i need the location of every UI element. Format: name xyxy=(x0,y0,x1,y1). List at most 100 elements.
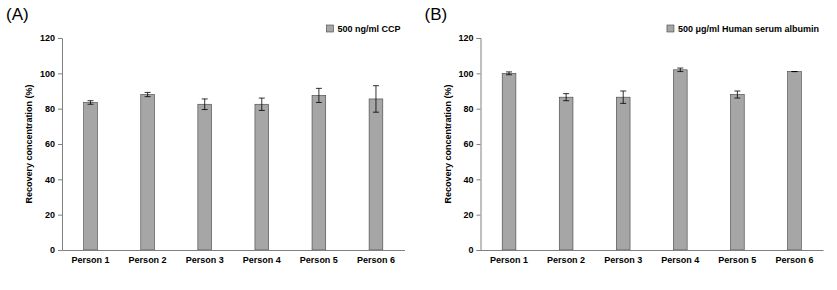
bar xyxy=(141,95,155,250)
y-tick-label: 60 xyxy=(463,139,473,149)
x-tick-label: Person 2 xyxy=(129,255,167,265)
x-tick: Person 1 xyxy=(490,250,528,265)
y-tick-label: 60 xyxy=(45,139,55,149)
x-tick: Person 5 xyxy=(718,250,756,265)
x-tick: Person 2 xyxy=(547,250,585,265)
y-tick: 0 xyxy=(468,245,480,255)
y-tick-mark xyxy=(58,38,62,39)
y-tick: 40 xyxy=(45,175,62,185)
x-tick-label: Person 6 xyxy=(357,255,395,265)
y-tick: 20 xyxy=(45,210,62,220)
y-tick-mark xyxy=(58,73,62,74)
plot-area xyxy=(84,86,383,250)
bar xyxy=(616,97,630,250)
x-tick-label: Person 4 xyxy=(661,255,699,265)
bar xyxy=(312,95,326,250)
y-tick: 80 xyxy=(463,104,480,114)
x-tick: Person 5 xyxy=(300,250,338,265)
x-tick: Person 4 xyxy=(661,250,699,265)
bar xyxy=(255,104,269,250)
y-axis-title: Recovery concentration (%) xyxy=(24,84,34,203)
y-tick-mark xyxy=(477,38,481,39)
y-tick-label: 100 xyxy=(40,69,55,79)
y-tick: 60 xyxy=(45,139,62,149)
y-tick: 60 xyxy=(463,139,480,149)
legend-swatch xyxy=(326,25,333,32)
y-tick: 80 xyxy=(45,104,62,114)
y-tick-mark xyxy=(58,250,62,251)
x-axis-line xyxy=(63,250,406,251)
x-axis: Person 1 Person 2 Person 3 Person 4 Person 5… xyxy=(481,250,824,265)
figure: (A)020406080100120Person 1Person 2Person… xyxy=(0,0,837,290)
x-tick: Person 2 xyxy=(129,250,167,265)
x-tick: Person 1 xyxy=(72,250,110,265)
error-bar xyxy=(734,91,740,98)
error-bars xyxy=(506,68,797,103)
x-axis-line xyxy=(481,250,824,251)
y-axis-line xyxy=(58,39,63,251)
bar xyxy=(788,72,802,250)
y-tick-label: 20 xyxy=(45,210,55,220)
y-tick-label: 80 xyxy=(45,104,55,114)
legend-label: 500 μg/ml Human serum albumin xyxy=(678,24,819,34)
error-bar xyxy=(791,71,797,72)
x-tick-label: Person 5 xyxy=(300,255,338,265)
y-tick: 20 xyxy=(463,210,480,220)
y-axis-line xyxy=(477,39,482,251)
x-axis: Person 1 Person 2 Person 3 Person 4 Person 5… xyxy=(63,250,406,265)
bar xyxy=(673,70,687,250)
x-tick-label: Person 3 xyxy=(604,255,642,265)
y-tick-label: 40 xyxy=(45,175,55,185)
panel-label: (A) xyxy=(6,5,29,24)
bar xyxy=(731,95,745,250)
y-axis: 0 20 40 60 80 100 120 xyxy=(458,33,481,255)
legend: 500 μg/ml Human serum albumin xyxy=(667,24,819,34)
y-tick-mark xyxy=(58,144,62,145)
legend-swatch xyxy=(667,25,674,32)
y-tick-mark xyxy=(58,109,62,110)
panel: (A)020406080100120Person 1Person 2Person… xyxy=(6,5,405,265)
bar xyxy=(198,104,212,250)
y-tick-label: 80 xyxy=(463,104,473,114)
y-tick-label: 120 xyxy=(40,33,55,43)
x-tick-label: Person 5 xyxy=(718,255,756,265)
y-tick-mark xyxy=(477,144,481,145)
bar xyxy=(559,97,573,250)
y-tick-mark xyxy=(477,73,481,74)
y-tick: 120 xyxy=(458,33,480,43)
x-tick: Person 3 xyxy=(604,250,642,265)
y-axis-title: Recovery concentration (%) xyxy=(443,84,453,203)
error-bar xyxy=(259,98,265,110)
x-tick-label: Person 2 xyxy=(547,255,585,265)
error-bar xyxy=(677,68,683,72)
y-tick-mark xyxy=(58,215,62,216)
y-tick-label: 0 xyxy=(468,245,473,255)
x-tick-label: Person 1 xyxy=(72,255,110,265)
y-tick-label: 20 xyxy=(463,210,473,220)
y-tick-mark xyxy=(477,109,481,110)
error-bar xyxy=(620,91,626,103)
y-tick: 40 xyxy=(463,175,480,185)
x-tick: Person 6 xyxy=(357,250,395,265)
x-tick: Person 3 xyxy=(186,250,224,265)
panel: (B)020406080100120Person 1Person 2Person… xyxy=(425,5,824,265)
x-tick-label: Person 4 xyxy=(243,255,281,265)
x-tick: Person 4 xyxy=(243,250,281,265)
bar xyxy=(84,102,98,250)
y-tick-label: 100 xyxy=(458,69,473,79)
error-bar xyxy=(316,88,322,102)
legend-label: 500 ng/ml CCP xyxy=(337,24,400,34)
y-tick: 0 xyxy=(50,245,62,255)
error-bar xyxy=(563,94,569,101)
y-tick-label: 0 xyxy=(50,245,55,255)
error-bar xyxy=(202,99,208,110)
error-bar xyxy=(373,86,379,113)
y-tick: 120 xyxy=(40,33,62,43)
y-tick-mark xyxy=(477,215,481,216)
x-tick-label: Person 3 xyxy=(186,255,224,265)
bar xyxy=(502,73,516,250)
error-bars xyxy=(88,86,379,113)
y-tick: 100 xyxy=(40,69,62,79)
y-tick-mark xyxy=(477,250,481,251)
legend: 500 ng/ml CCP xyxy=(326,24,400,34)
